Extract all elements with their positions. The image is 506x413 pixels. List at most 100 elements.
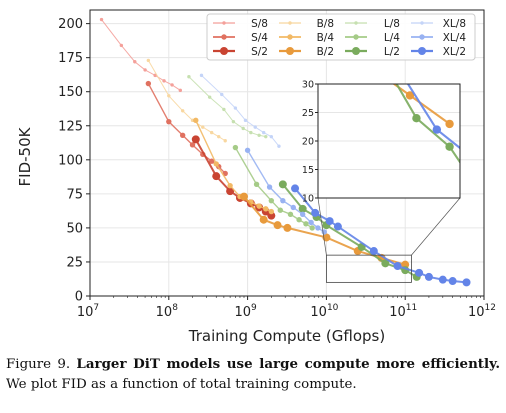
main-point [290,204,296,211]
inset-series-l-2 [395,84,460,165]
main-point [299,211,306,217]
main-point [257,133,261,137]
main-point [191,135,200,144]
x-tick-label: 107 [77,303,99,320]
main-point [311,208,320,217]
legend-item-b-4: B/4 [279,32,334,44]
legend-item-b-2: B/2 [279,46,334,58]
main-point [220,92,224,97]
legend-swatch-marker [353,34,359,40]
series-layer [99,17,471,287]
legend-label: XL/2 [443,46,466,58]
legend-item-l-2: L/2 [345,46,400,58]
legend-swatch-marker [221,34,227,40]
inset-y-tick-label: 20 [302,137,314,148]
y-tick-label: 25 [66,255,83,270]
main-point [253,125,257,129]
x-tick-label: 1010 [310,303,338,320]
legend-label: XL/8 [443,18,466,30]
caption-figure-number: Figure 9. [6,357,71,372]
legend-swatch-marker [286,47,294,55]
legend-label: B/4 [317,32,335,44]
main-point [325,217,334,226]
y-tick-label: 125 [58,119,83,134]
inset-y-tick-label: 15 [302,165,314,176]
main-series-l-8 [187,75,268,139]
main-point [296,217,302,223]
main-point [178,88,183,93]
legend-item-xl-2: XL/2 [411,46,466,58]
legend-swatch-marker [420,21,424,25]
main-point [273,221,282,230]
main-point [381,259,390,268]
legend-swatch-marker [354,21,358,25]
main-point [283,223,292,232]
main-point [179,132,186,138]
legend-swatch-marker [287,34,293,40]
main-point [193,117,199,124]
main-point [415,268,424,277]
inset-point [405,91,415,100]
fid-vs-compute-chart: 0 25 50 75 100 125 150 175 200 107 108 109 1010 1011 1… [16,9,496,345]
main-point [166,118,172,125]
main-point [241,126,245,131]
main-point [263,206,269,212]
main-point [269,134,274,139]
y-tick-label: 150 [58,85,83,100]
main-point [201,125,205,129]
main-point [170,83,174,87]
main-point [217,134,221,139]
inset-series-xl-2 [406,84,460,150]
legend-label: XL/4 [443,32,467,44]
main-point [253,181,260,188]
legend-item-l-4: L/4 [345,32,400,44]
main-point [167,94,171,98]
legend-item-l-8: L/8 [345,18,400,30]
y-axis-label: FID-50K [16,126,34,186]
legend-swatch-marker [419,34,425,40]
legend-swatch-marker [288,21,292,25]
y-tick-label: 0 [75,290,83,305]
main-point [249,130,253,135]
main-series-xl-8 [199,73,281,148]
y-tick-label: 75 [66,187,83,202]
main-point [462,278,471,287]
main-point [278,180,287,189]
x-tick-label: 108 [156,303,179,320]
main-point [448,277,457,286]
main-point [256,203,262,209]
caption-description: We plot FID as a function of total train… [6,377,357,392]
legend-item-s-2: S/2 [213,46,268,58]
legend-item-b-8: B/8 [279,18,334,30]
main-point [232,144,239,151]
legend-label: L/4 [384,32,400,44]
main-point [187,75,191,79]
main-point [266,184,273,190]
main-point [119,43,124,48]
zoom-connector [317,197,327,256]
main-point [291,184,300,193]
main-point [233,106,238,110]
main-point [180,109,185,113]
main-point [143,68,147,72]
main-point [438,275,447,284]
main-series-l-4 [232,144,315,231]
main-point [226,187,235,196]
main-point [239,192,248,201]
main-point [277,144,281,148]
x-tick-label: 1012 [468,303,496,320]
legend-item-xl-4: XL/4 [411,32,466,44]
main-point [393,262,402,271]
plot-frame [89,9,485,297]
legend-label: S/8 [251,18,268,30]
caption-bold-statement: Larger DiT models use large compute more… [76,356,500,372]
main-point [369,247,378,256]
main-point [133,60,137,64]
main-point [308,219,314,226]
main-point [333,222,342,231]
legend-label: B/2 [317,46,334,58]
main-point [146,58,151,63]
inset-point [445,142,454,151]
main-point [309,225,315,231]
legend-label: S/2 [251,46,268,58]
